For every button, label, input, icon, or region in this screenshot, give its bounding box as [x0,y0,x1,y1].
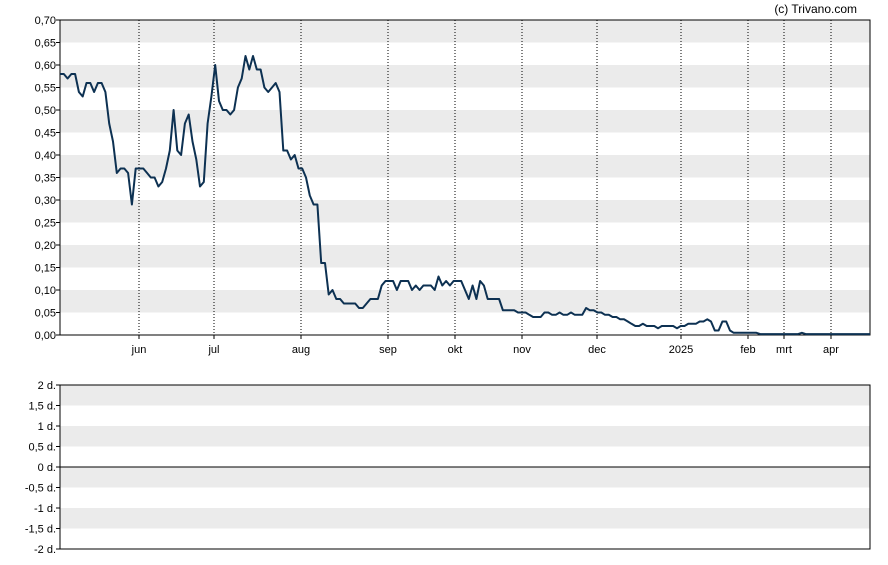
y-tick-label: 0,45 [35,128,56,140]
y-tick-label: 0,40 [35,150,56,162]
price-line [60,55,870,336]
main-band [60,155,870,178]
x-tick-label: nov [513,344,531,356]
main-band [60,245,870,268]
y-tick-label: 0,00 [35,330,56,342]
y-tick-label: 0,35 [35,173,56,185]
x-tick-label: 2025 [669,344,693,356]
y-tick-label: 0,60 [35,60,56,72]
y-tick-label: 0,10 [35,285,56,297]
y-tick-label: 0,20 [35,240,56,252]
y-tick-label: 0,25 [35,218,56,230]
x-tick-label: okt [448,344,463,356]
sub-indicator-chart: 2 d. 1,5 d. 1 d. 0,5 d. 0 d. -0,5 d. -1 d. -1,5… [25,380,871,556]
x-tick-label: aug [292,344,310,356]
sub-y-tick-label: 1,5 d. [28,401,56,413]
sub-y-tick-label: 2 d. [38,380,56,392]
sub-band [60,467,870,488]
y-tick-label: 0,50 [35,105,56,117]
sub-band [60,385,870,406]
x-tick-label: jul [207,344,219,356]
y-tick-label: 0,70 [35,15,56,27]
x-tick-label: apr [823,344,839,356]
main-band [60,200,870,223]
y-tick-label: 0,05 [35,308,56,320]
sub-y-tick-label: -2 d. [34,544,56,556]
sub-y-tick-label: 1 d. [38,421,56,433]
y-tick-label: 0,15 [35,263,56,275]
sub-y-tick-label: -1,5 d. [25,524,56,536]
x-tick-label: dec [588,344,606,356]
sub-y-tick-label: -0,5 d. [25,483,56,495]
y-tick-label: 0,30 [35,195,56,207]
main-band [60,110,870,133]
x-tick-label: jun [131,344,147,356]
y-tick-label: 0,65 [35,38,56,50]
x-tick-label: mrt [776,344,792,356]
sub-band [60,426,870,447]
y-tick-label: 0,55 [35,83,56,95]
sub-y-tick-label: -1 d. [34,503,56,515]
copyright-label: (c) Trivano.com [774,2,857,16]
x-tick-label: sep [379,344,397,356]
main-band [60,20,870,43]
sub-y-tick-label: 0 d. [38,462,56,474]
x-tick-label: feb [740,344,755,356]
sub-band [60,508,870,529]
sub-y-tick-label: 0,5 d. [28,442,56,454]
main-band [60,290,870,313]
main-price-chart: 0,70 0,65 0,60 0,55 0,50 0,45 0,40 0,35 0,30 0,25… [35,15,871,356]
